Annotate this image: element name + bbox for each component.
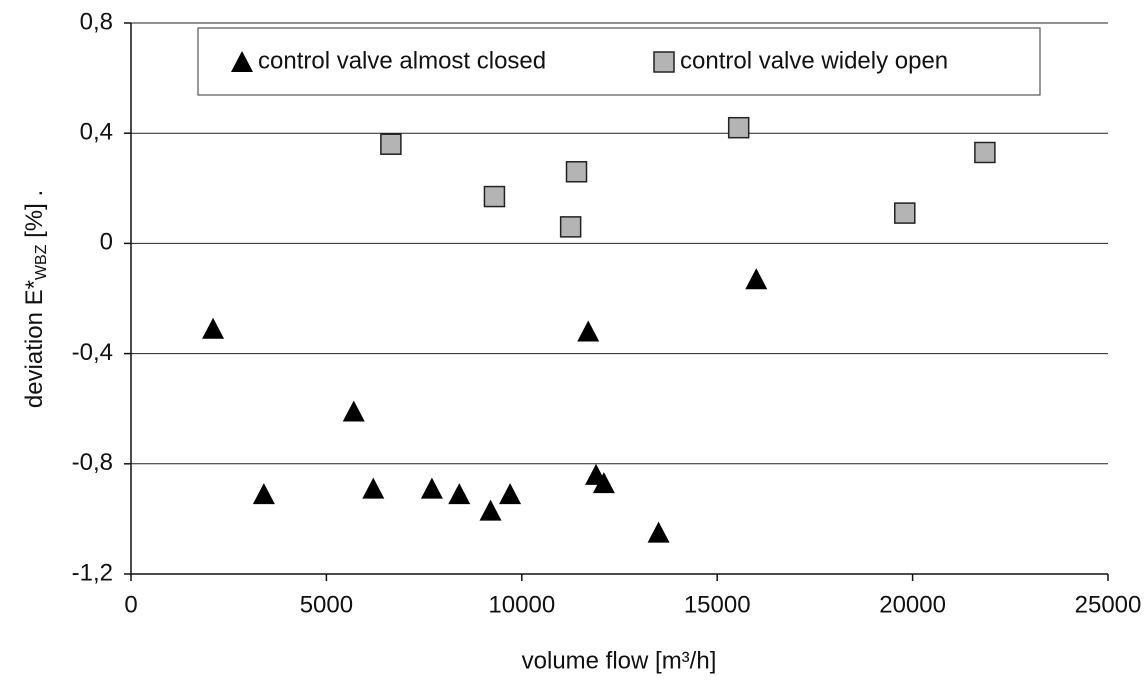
legend-label: control valve widely open <box>680 47 948 74</box>
y-tick-label: -0,8 <box>72 449 113 476</box>
y-tick-label: -1,2 <box>72 559 113 586</box>
triangle-marker <box>745 268 768 290</box>
x-tick-label: 5000 <box>300 591 353 618</box>
x-tick-label: 15000 <box>684 591 751 618</box>
triangle-marker <box>252 483 275 505</box>
triangle-marker <box>647 521 670 543</box>
y-axis-label-main: deviation E* <box>21 280 48 408</box>
square-marker <box>565 161 588 183</box>
triangle-marker <box>592 472 615 494</box>
square-marker <box>483 185 506 208</box>
y-axis-label: deviation E*WBZ [%] . <box>21 190 50 408</box>
square-marker <box>727 116 750 139</box>
x-tick-label: 20000 <box>879 591 946 618</box>
x-tick-label: 0 <box>124 591 137 618</box>
square-marker <box>974 141 996 164</box>
triangle-marker <box>420 477 443 499</box>
triangle-marker <box>577 320 600 342</box>
y-tick-label: -0,4 <box>72 339 113 366</box>
square-marker <box>894 202 916 224</box>
legend-marker <box>231 51 253 72</box>
triangle-marker <box>499 483 522 505</box>
square-marker <box>559 216 582 238</box>
triangle-marker <box>448 483 471 505</box>
y-tick-label: 0,8 <box>80 8 113 35</box>
legend-marker <box>653 51 675 73</box>
square-marker <box>380 133 402 155</box>
y-axis-label-subscript: WBZ <box>33 244 50 280</box>
x-axis-label: volume flow [m³/h] <box>522 647 717 674</box>
triangle-marker <box>202 317 225 339</box>
y-tick-label: 0,4 <box>80 119 113 146</box>
triangle-marker <box>479 499 502 521</box>
triangle-marker <box>362 477 385 499</box>
legend-box <box>197 27 1041 96</box>
y-axis-label-suffix: [%] . <box>21 190 48 245</box>
x-tick-label: 10000 <box>488 591 555 618</box>
legend-label: control valve almost closed <box>258 47 546 74</box>
y-tick-label: 0 <box>100 229 113 256</box>
triangle-marker <box>342 400 365 422</box>
x-tick-label: 25000 <box>1075 591 1142 618</box>
